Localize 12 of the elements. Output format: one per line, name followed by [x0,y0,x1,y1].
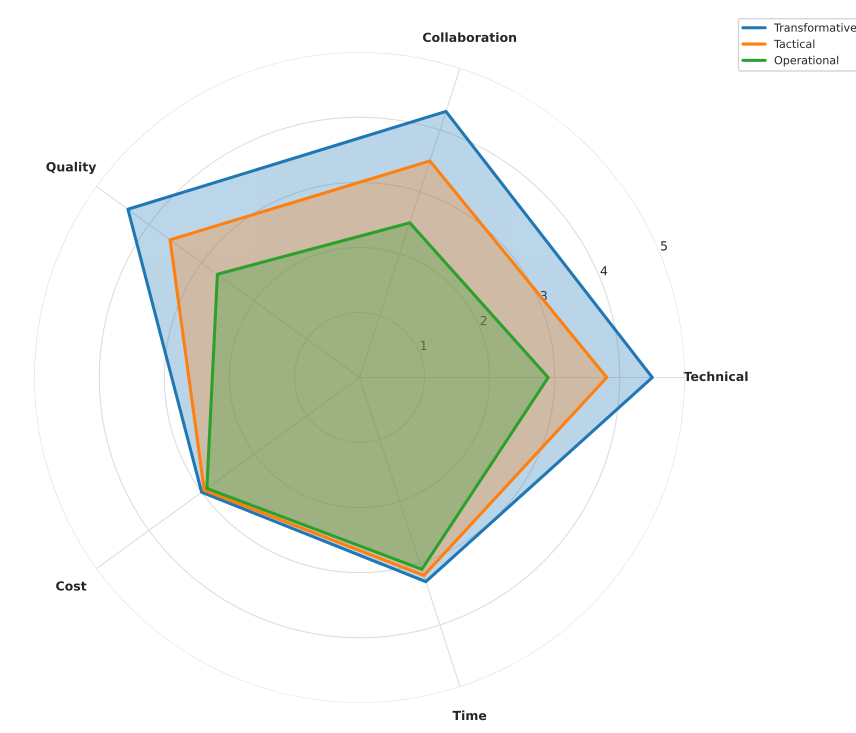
legend-label: Tactical [774,39,814,48]
y-tick-label: 4 [600,266,608,276]
spoke-label: Time [452,710,486,720]
spoke-label: Technical [684,371,748,382]
y-tick-label: 1 [420,340,426,350]
legend-label: Transformative [774,23,856,32]
legend-label: Operational [774,56,838,67]
spoke-label: Quality [46,162,96,174]
y-tick-label: 5 [661,241,667,251]
y-tick-label: 2 [480,316,486,326]
spoke-label: Collaboration [422,32,516,42]
spoke-label: Cost [56,581,86,591]
